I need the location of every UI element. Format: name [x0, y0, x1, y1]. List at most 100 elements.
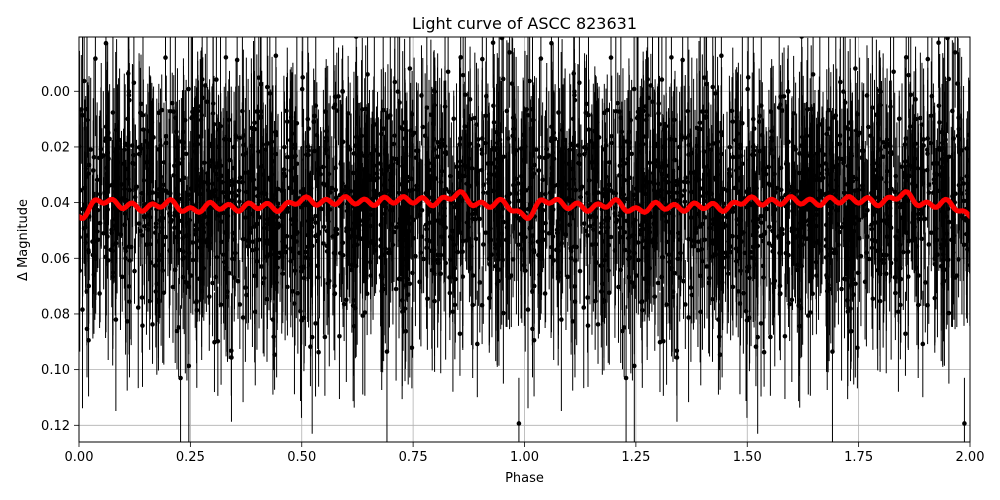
data-point [537, 272, 542, 278]
data-point [640, 307, 645, 313]
data-point [764, 206, 770, 212]
data-point [723, 223, 728, 228]
data-point [132, 194, 138, 200]
data-point [855, 132, 861, 138]
data-point [194, 307, 200, 313]
data-point [884, 234, 890, 240]
data-point [650, 99, 655, 105]
data-point [79, 107, 84, 112]
data-point [121, 161, 126, 167]
data-point [168, 219, 174, 225]
data-point [181, 249, 186, 254]
data-point [839, 286, 844, 292]
data-point [622, 161, 628, 166]
data-point [403, 204, 409, 210]
data-point [400, 163, 405, 169]
data-point [717, 352, 723, 357]
data-point [480, 242, 486, 247]
data-point [249, 143, 254, 149]
data-point [442, 104, 448, 109]
data-point [946, 154, 952, 160]
data-point [424, 105, 430, 110]
data-point [243, 215, 248, 220]
data-point [737, 301, 743, 306]
data-point [102, 190, 107, 195]
data-point [336, 94, 341, 99]
data-point [373, 147, 379, 153]
data-point [901, 208, 907, 213]
data-point [550, 150, 556, 155]
data-point [823, 237, 829, 242]
data-point [414, 183, 420, 188]
data-point [591, 221, 597, 227]
data-point [292, 145, 298, 151]
data-point [384, 349, 390, 354]
data-point [744, 205, 750, 210]
data-point [937, 120, 942, 125]
data-point [391, 229, 397, 235]
data-point [830, 188, 836, 194]
data-point [292, 189, 297, 195]
data-point [411, 235, 417, 241]
data-point [261, 275, 267, 281]
data-point [814, 273, 819, 278]
data-point [657, 193, 663, 199]
data-point [848, 182, 853, 188]
data-point [470, 211, 476, 217]
data-point [195, 183, 200, 189]
data-point [475, 180, 480, 186]
data-point [868, 133, 873, 139]
data-point [351, 227, 356, 233]
data-point [214, 77, 219, 82]
data-point [300, 75, 306, 80]
data-point [323, 147, 329, 153]
data-point [585, 323, 591, 328]
data-point [657, 121, 662, 127]
data-point [305, 218, 311, 224]
data-point [413, 253, 418, 259]
data-point [477, 280, 483, 285]
data-point [110, 248, 116, 254]
data-point [121, 147, 127, 153]
data-point [462, 124, 467, 129]
data-point [148, 161, 154, 167]
data-point [493, 165, 499, 170]
data-point [240, 315, 246, 320]
data-point [528, 201, 533, 207]
data-point [91, 272, 97, 278]
data-point [869, 245, 875, 251]
data-point [718, 151, 724, 157]
data-point [426, 185, 432, 191]
data-point [207, 214, 212, 220]
data-point [677, 237, 683, 242]
data-point [955, 133, 961, 139]
data-point [674, 355, 680, 360]
data-point [780, 231, 785, 237]
data-point [351, 323, 357, 329]
data-point [374, 171, 380, 176]
data-point [719, 53, 724, 58]
data-point [928, 140, 934, 146]
data-point [887, 205, 893, 211]
data-point [401, 227, 407, 233]
data-point [243, 189, 249, 195]
data-point [324, 138, 330, 143]
data-point [265, 141, 271, 146]
data-point [746, 186, 752, 192]
data-point [578, 186, 584, 192]
data-point [180, 235, 185, 241]
data-point [701, 149, 707, 154]
data-point [292, 142, 298, 147]
data-point [447, 173, 453, 179]
data-point [699, 246, 705, 252]
data-point [757, 113, 763, 119]
data-point [837, 141, 842, 147]
data-point [644, 253, 650, 258]
data-point [326, 171, 332, 177]
data-point [289, 131, 295, 136]
data-point [550, 130, 556, 135]
data-point [618, 267, 624, 273]
data-point [126, 89, 132, 94]
data-point [428, 112, 434, 118]
data-point [613, 191, 619, 196]
